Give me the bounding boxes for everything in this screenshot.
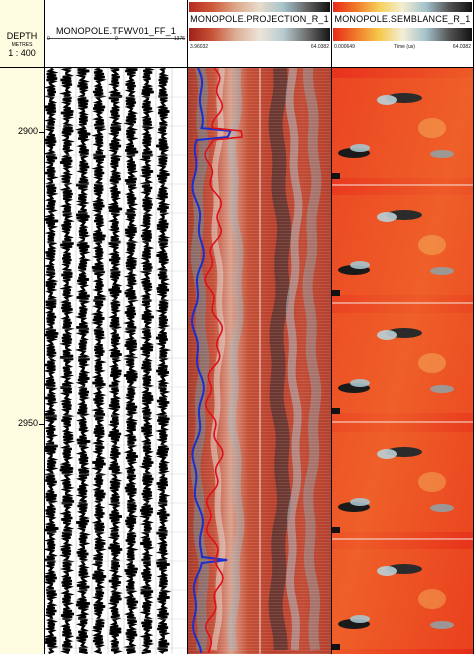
semblance-blob bbox=[430, 504, 454, 512]
waveform-trace bbox=[138, 68, 157, 654]
waveform-title: MONOPOLE.TFWV01_FF_1 bbox=[55, 26, 177, 36]
semblance-blob bbox=[430, 267, 454, 275]
waveform-header[interactable]: MONOPOLE.TFWV01_FF_1 0 0 1375 bbox=[45, 0, 188, 68]
semblance-color-scale-bar bbox=[333, 2, 472, 12]
projection-tick-max: 64.0382 bbox=[310, 44, 329, 50]
waveform-trace bbox=[155, 68, 173, 654]
semblance-plot bbox=[332, 68, 473, 654]
semblance-title: MONOPOLE.SEMBLANCE_R_1 bbox=[334, 14, 471, 24]
semblance-tick-max: 64.0382 bbox=[452, 44, 471, 50]
semblance-blob bbox=[377, 95, 397, 105]
depth-tick-label: 2950 bbox=[17, 418, 38, 428]
semblance-glow bbox=[418, 235, 446, 255]
semblance-blob bbox=[377, 449, 397, 459]
waveform-trace bbox=[107, 68, 125, 654]
projection-title: MONOPOLE.PROJECTION_R_1 bbox=[190, 14, 329, 24]
semblance-blob bbox=[430, 150, 454, 158]
projection-header[interactable]: MONOPOLE.PROJECTION_R_1 3.96032 64.0382 bbox=[188, 0, 332, 68]
waveform-scale-line bbox=[47, 38, 185, 39]
waveform-trace bbox=[75, 68, 93, 654]
semblance-track[interactable] bbox=[332, 68, 474, 654]
semblance-blob bbox=[430, 621, 454, 629]
projection-track[interactable] bbox=[188, 68, 332, 654]
projection-color-scale-bar-main bbox=[189, 28, 330, 41]
waveform-tick-left: 0 bbox=[47, 36, 50, 42]
semblance-blob bbox=[377, 330, 397, 340]
waveform-trace bbox=[58, 68, 77, 654]
depth-tick-mark bbox=[39, 424, 44, 425]
semblance-glow bbox=[418, 353, 446, 373]
semblance-band bbox=[332, 549, 473, 649]
depth-tick-mark bbox=[39, 132, 44, 133]
semblance-header[interactable]: MONOPOLE.SEMBLANCE_R_1 0.000649 Time (us… bbox=[332, 0, 474, 68]
projection-color-scale-bar bbox=[189, 2, 330, 12]
semblance-band bbox=[332, 432, 473, 532]
semblance-blob bbox=[377, 566, 397, 576]
projection-plot bbox=[188, 68, 331, 654]
depth-tick-label: 2900 bbox=[17, 126, 38, 136]
semblance-band bbox=[332, 313, 473, 413]
semblance-glow bbox=[418, 472, 446, 492]
semblance-blob bbox=[350, 261, 370, 269]
projection-tick-min: 3.96032 bbox=[190, 44, 209, 50]
semblance-glow bbox=[418, 118, 446, 138]
semblance-band bbox=[332, 195, 473, 295]
waveform-plot bbox=[45, 68, 187, 654]
semblance-blob bbox=[377, 212, 397, 222]
semblance-blob bbox=[350, 498, 370, 506]
semblance-color-scale-bar-main bbox=[333, 28, 472, 41]
semblance-blob bbox=[350, 615, 370, 623]
depth-track[interactable]: 2900 2950 bbox=[0, 68, 45, 654]
depth-title: DEPTH bbox=[6, 31, 38, 41]
semblance-tick-label: Time (us) bbox=[394, 44, 415, 50]
waveform-trace bbox=[90, 68, 109, 654]
semblance-tick-min: 0.000649 bbox=[334, 44, 355, 50]
waveform-trace bbox=[123, 68, 141, 654]
depth-unit: METRES bbox=[11, 42, 33, 48]
semblance-blob bbox=[350, 144, 370, 152]
semblance-blob bbox=[350, 379, 370, 387]
depth-header: DEPTH METRES 1 : 400 bbox=[0, 0, 45, 68]
semblance-blob bbox=[430, 385, 454, 393]
semblance-band bbox=[332, 78, 473, 178]
waveform-tick-mid: 0 bbox=[115, 36, 118, 42]
depth-scale: 1 : 400 bbox=[8, 48, 36, 58]
waveform-tick-right: 1375 bbox=[173, 36, 185, 42]
semblance-glow bbox=[418, 589, 446, 609]
waveform-trace bbox=[45, 68, 61, 654]
waveform-track[interactable] bbox=[45, 68, 188, 654]
